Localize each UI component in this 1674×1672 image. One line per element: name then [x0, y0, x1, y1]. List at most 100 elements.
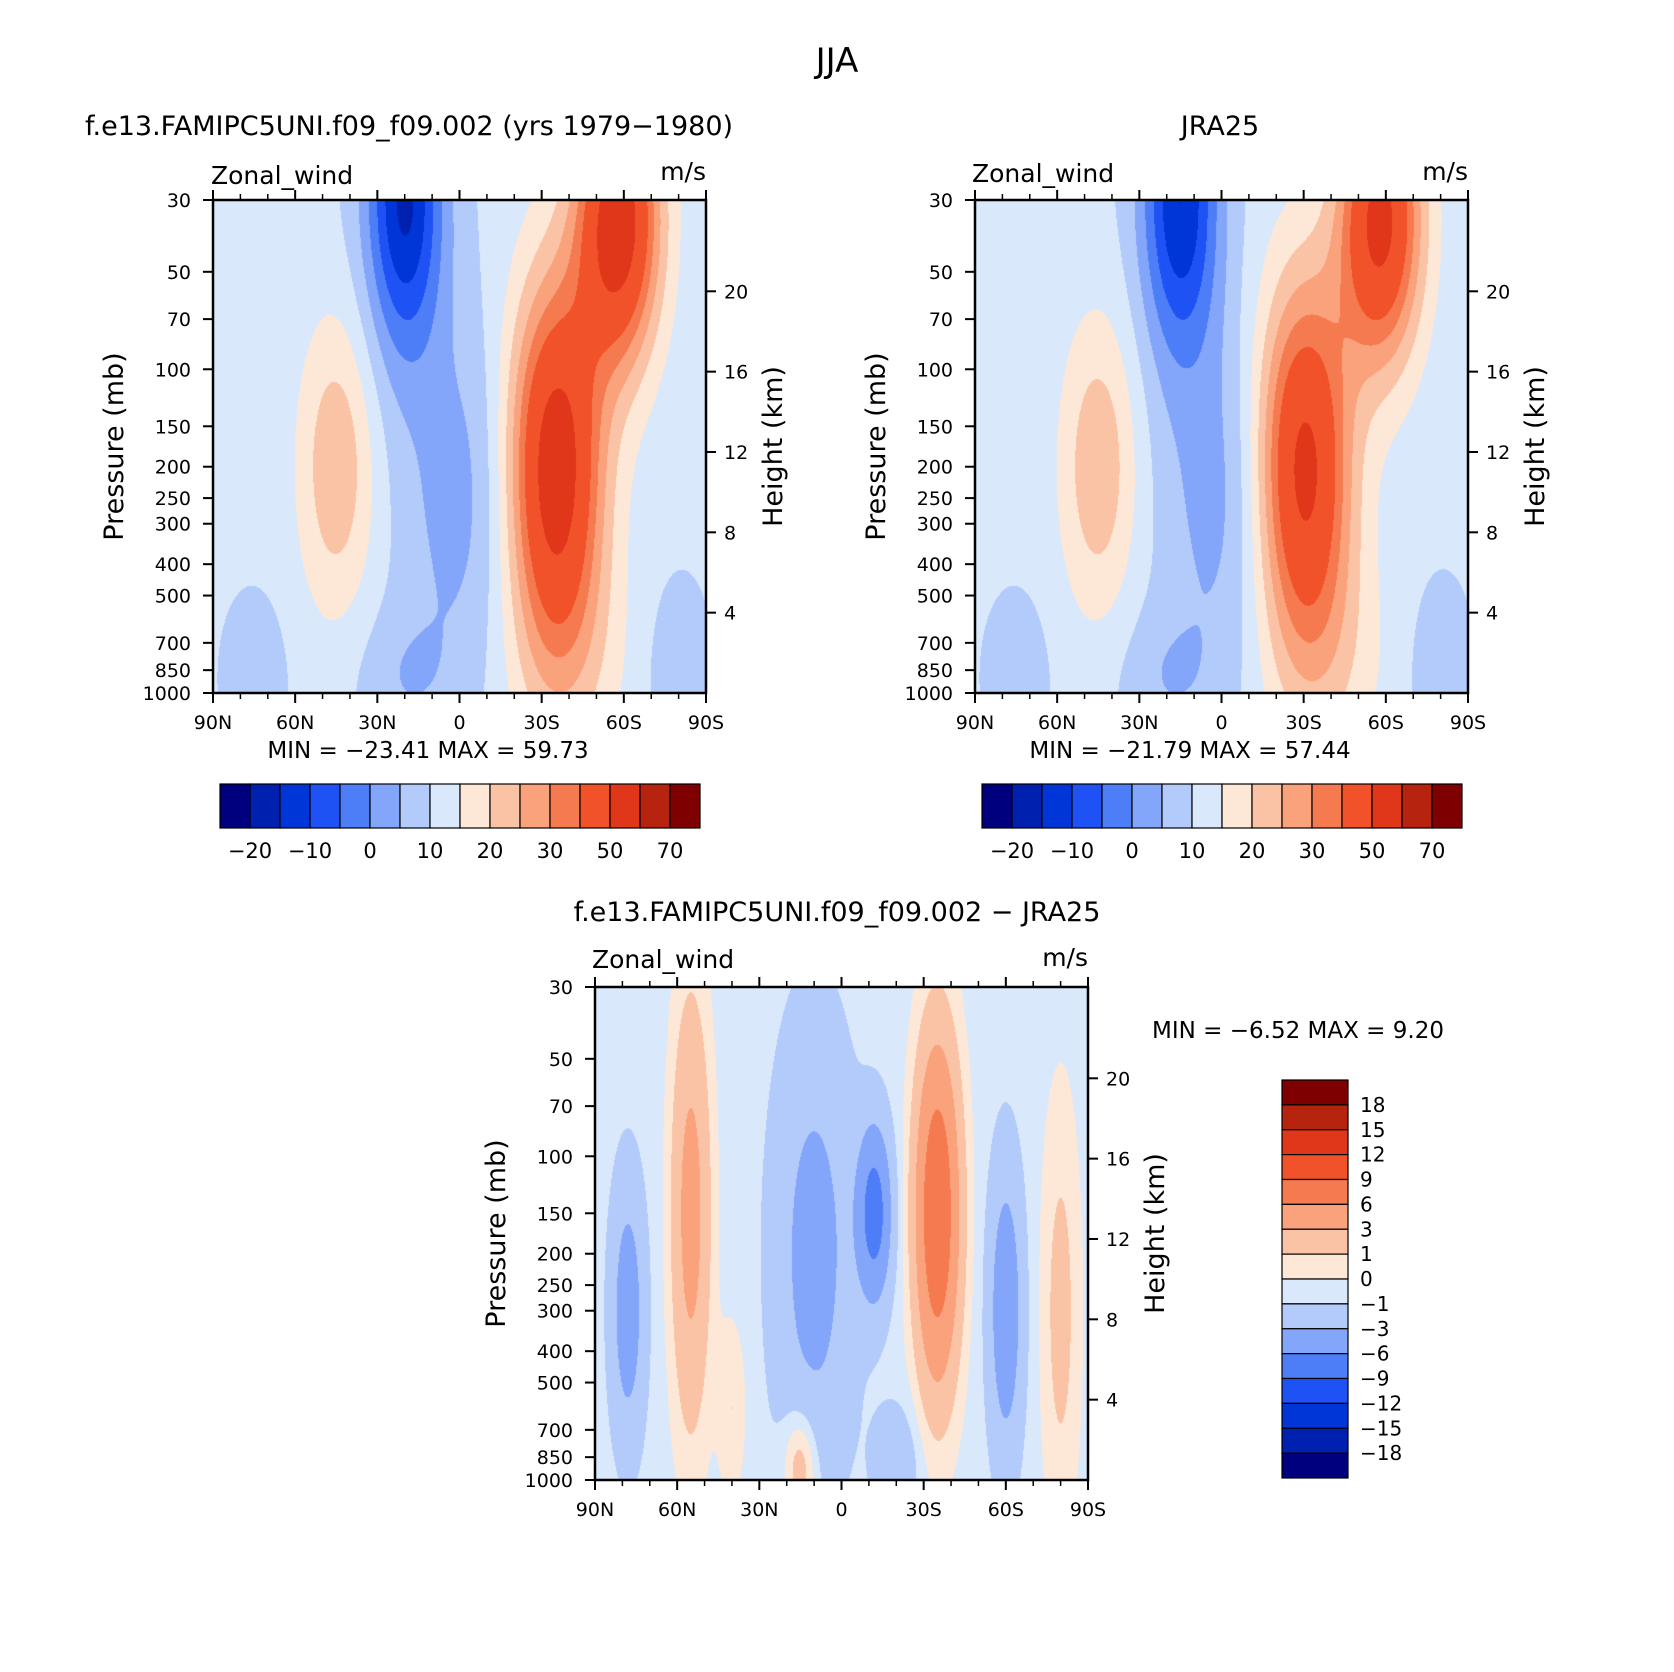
colorbar-swatch — [1131, 783, 1163, 829]
pressure-tick-label: 1000 — [905, 683, 953, 705]
colorbar-label: −18 — [1360, 1441, 1402, 1465]
colorbar-label: 50 — [597, 839, 624, 863]
pressure-tick-label: 30 — [929, 190, 953, 212]
panel-diff: f.e13.FAMIPC5UNI.f09_f09.002 − JRA25 Zon… — [481, 897, 1444, 1521]
units-label: m/s — [660, 157, 706, 186]
lat-tick-label: 60S — [1368, 712, 1404, 734]
pressure-tick-label: 50 — [549, 1049, 573, 1071]
pressure-tick-label: 150 — [155, 416, 191, 438]
pressure-tick-label: 700 — [155, 633, 191, 655]
min-max-label: MIN = −6.52 MAX = 9.20 — [1152, 1018, 1444, 1044]
colorbar-label: −3 — [1360, 1317, 1389, 1341]
pressure-tick-label: 1000 — [525, 1470, 573, 1492]
lat-tick-label: 90S — [1070, 1499, 1106, 1521]
pressure-tick-label: 850 — [155, 660, 191, 682]
colorbar-swatch — [1371, 783, 1403, 829]
colorbar-label: 30 — [1299, 839, 1326, 863]
colorbar-label: 70 — [1419, 839, 1446, 863]
colorbar-swatch — [1191, 783, 1223, 829]
height-tick-label: 8 — [1106, 1309, 1118, 1331]
pressure-tick-label: 700 — [917, 633, 953, 655]
colorbar-label: −10 — [288, 839, 332, 863]
colorbar-swatch — [1281, 1104, 1349, 1131]
pressure-tick-label: 400 — [917, 554, 953, 576]
colorbar-label: 0 — [363, 839, 376, 863]
y-axis-label-height: Height (km) — [1140, 1153, 1171, 1314]
pressure-tick-label: 30 — [167, 190, 191, 212]
colorbar-swatch — [309, 783, 341, 829]
colorbar-swatch — [279, 783, 311, 829]
colorbar-swatch — [219, 783, 251, 829]
y-axis-label-height: Height (km) — [758, 366, 789, 527]
lat-tick-label: 60N — [658, 1499, 696, 1521]
y-axis-label-pressure: Pressure (mb) — [99, 352, 130, 540]
height-tick-label: 20 — [1106, 1068, 1130, 1090]
lat-tick-label: 30S — [906, 1499, 942, 1521]
lat-tick-label: 60N — [1038, 712, 1076, 734]
contour-plot: 3050701001502002503004005007008501000481… — [861, 190, 1551, 734]
pressure-tick-label: 30 — [549, 977, 573, 999]
colorbar-swatch — [1281, 1328, 1349, 1355]
lat-tick-label: 60S — [988, 1499, 1024, 1521]
pressure-tick-label: 100 — [155, 359, 191, 381]
colorbar-swatch — [1431, 783, 1463, 829]
panel-model: f.e13.FAMIPC5UNI.f09_f09.002 (yrs 1979−1… — [85, 111, 789, 863]
colorbar-swatch — [1281, 1228, 1349, 1255]
lat-tick-label: 0 — [835, 1499, 847, 1521]
colorbar-swatch — [1401, 783, 1433, 829]
lat-tick-label: 60S — [606, 712, 642, 734]
colorbar-swatch — [1221, 783, 1253, 829]
colorbar-swatch — [519, 783, 551, 829]
colorbar-swatch — [1011, 783, 1043, 829]
height-tick-label: 4 — [724, 603, 736, 625]
colorbar-swatch — [339, 783, 371, 829]
height-tick-label: 16 — [1106, 1149, 1130, 1171]
lat-tick-label: 90N — [576, 1499, 614, 1521]
colorbar-swatch — [429, 783, 461, 829]
lat-tick-label: 60N — [276, 712, 314, 734]
pressure-tick-label: 250 — [155, 488, 191, 510]
height-tick-label: 8 — [724, 522, 736, 544]
pressure-tick-label: 70 — [929, 309, 953, 331]
panel-title: f.e13.FAMIPC5UNI.f09_f09.002 − JRA25 — [574, 897, 1101, 928]
height-tick-label: 12 — [1106, 1229, 1130, 1251]
colorbar-label: 15 — [1360, 1118, 1385, 1142]
colorbar-label: 20 — [1239, 839, 1266, 863]
colorbar-swatch — [1281, 1303, 1349, 1330]
pressure-tick-label: 50 — [167, 262, 191, 284]
pressure-tick-label: 200 — [917, 457, 953, 479]
min-max-label: MIN = −23.41 MAX = 59.73 — [267, 738, 588, 764]
colorbar-swatch — [669, 783, 701, 829]
pressure-tick-label: 200 — [537, 1244, 573, 1266]
colorbar-label: 20 — [477, 839, 504, 863]
y-axis-label-pressure: Pressure (mb) — [861, 352, 892, 540]
colorbar-swatch — [459, 783, 491, 829]
height-tick-label: 20 — [724, 281, 748, 303]
pressure-tick-label: 500 — [537, 1373, 573, 1395]
lat-tick-label: 30N — [1120, 712, 1158, 734]
colorbar-swatch — [399, 783, 431, 829]
pressure-tick-label: 400 — [537, 1341, 573, 1363]
pressure-tick-label: 1000 — [143, 683, 191, 705]
lat-tick-label: 30N — [740, 1499, 778, 1521]
colorbar-swatch — [981, 783, 1013, 829]
pressure-tick-label: 300 — [155, 514, 191, 536]
pressure-tick-label: 70 — [167, 309, 191, 331]
pressure-tick-label: 850 — [537, 1447, 573, 1469]
height-tick-label: 12 — [1486, 442, 1510, 464]
pressure-tick-label: 300 — [917, 514, 953, 536]
colorbar-swatch — [1281, 1178, 1349, 1205]
variable-label: Zonal_wind — [211, 161, 353, 190]
colorbar-label: 12 — [1360, 1143, 1385, 1167]
pressure-tick-label: 100 — [537, 1146, 573, 1168]
colorbar-label: 6 — [1360, 1192, 1373, 1216]
colorbar-label: −9 — [1360, 1367, 1389, 1391]
pressure-tick-label: 500 — [155, 586, 191, 608]
colorbar-label: 70 — [657, 839, 684, 863]
colorbar-label: 3 — [1360, 1217, 1373, 1241]
pressure-tick-label: 700 — [537, 1420, 573, 1442]
pressure-tick-label: 50 — [929, 262, 953, 284]
colorbar-label: −12 — [1360, 1391, 1402, 1415]
colorbar-label: 0 — [1125, 839, 1138, 863]
